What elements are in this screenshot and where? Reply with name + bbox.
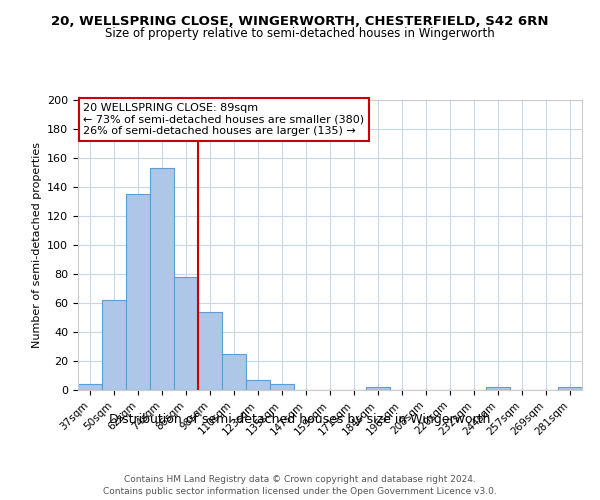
Y-axis label: Number of semi-detached properties: Number of semi-detached properties <box>32 142 41 348</box>
Bar <box>270 384 294 390</box>
Bar <box>198 312 222 390</box>
Text: Size of property relative to semi-detached houses in Wingerworth: Size of property relative to semi-detach… <box>105 28 495 40</box>
Bar <box>174 277 198 390</box>
Text: Contains HM Land Registry data © Crown copyright and database right 2024.: Contains HM Land Registry data © Crown c… <box>124 475 476 484</box>
Bar <box>222 354 246 390</box>
Bar <box>126 194 150 390</box>
Bar <box>366 387 390 390</box>
Text: 20, WELLSPRING CLOSE, WINGERWORTH, CHESTERFIELD, S42 6RN: 20, WELLSPRING CLOSE, WINGERWORTH, CHEST… <box>51 15 549 28</box>
Bar <box>78 384 102 390</box>
Text: 20 WELLSPRING CLOSE: 89sqm
← 73% of semi-detached houses are smaller (380)
26% o: 20 WELLSPRING CLOSE: 89sqm ← 73% of semi… <box>83 103 364 136</box>
Bar <box>102 300 126 390</box>
Text: Distribution of semi-detached houses by size in Wingerworth: Distribution of semi-detached houses by … <box>109 412 491 426</box>
Text: Contains public sector information licensed under the Open Government Licence v3: Contains public sector information licen… <box>103 488 497 496</box>
Bar <box>486 387 510 390</box>
Bar <box>150 168 174 390</box>
Bar <box>246 380 270 390</box>
Bar <box>558 387 582 390</box>
